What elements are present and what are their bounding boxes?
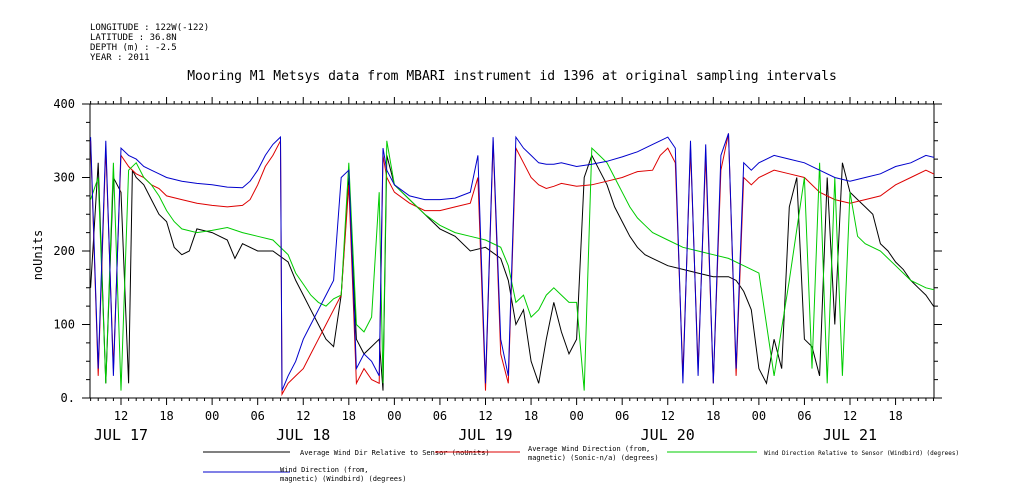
date-labels: JUL 17 JUL 18 JUL 19 JUL 20 JUL 21 [94, 426, 877, 444]
y-tick-label: 400 [53, 97, 75, 111]
y-tick-labels: 0. 100 200 300 400 [53, 97, 75, 405]
x-tick-label: 18 [342, 409, 356, 423]
legend-label-red-2: magnetic) (Sonic-n/a) (degrees) [528, 454, 659, 462]
series-line-2 [90, 140, 934, 391]
y-tick-label: 0. [61, 391, 75, 405]
series-line-3 [90, 133, 934, 391]
axis-ticks [82, 97, 942, 405]
date-label: JUL 19 [458, 426, 512, 444]
x-tick-label: 18 [159, 409, 173, 423]
x-tick-label: 18 [524, 409, 538, 423]
date-label: JUL 17 [94, 426, 148, 444]
x-tick-label: 06 [250, 409, 264, 423]
x-tick-label: 12 [843, 409, 857, 423]
x-tick-label: 00 [205, 409, 219, 423]
y-tick-label: 300 [53, 171, 75, 185]
x-tick-label: 12 [114, 409, 128, 423]
x-tick-label: 18 [706, 409, 720, 423]
x-tick-label: 06 [433, 409, 447, 423]
legend-label-blue-2: magnetic) (Windbird) (degrees) [280, 475, 406, 483]
x-tick-label: 06 [797, 409, 811, 423]
chart-title: Mooring M1 Metsys data from MBARI instru… [187, 69, 837, 84]
x-tick-label: 06 [615, 409, 629, 423]
legend-label-blue-1: Wind Direction (from, [280, 466, 369, 474]
latitude-label: LATITUDE : 36.8N [90, 33, 177, 43]
legend-label-red-1: Average Wind Direction (from, [528, 445, 650, 453]
x-tick-label: 00 [569, 409, 583, 423]
series-line-0 [90, 154, 934, 391]
x-tick-label: 12 [661, 409, 675, 423]
plot-area [90, 133, 934, 397]
legend-label-black: Average Wind Dir Relative to Sensor (noU… [300, 449, 490, 457]
y-tick-label: 200 [53, 244, 75, 258]
y-tick-label: 100 [53, 318, 75, 332]
date-label: JUL 18 [276, 426, 330, 444]
x-tick-label: 00 [387, 409, 401, 423]
x-tick-label: 00 [752, 409, 766, 423]
x-tick-label: 18 [888, 409, 902, 423]
x-tick-labels: 12 18 00 06 12 18 00 06 12 18 00 06 12 18 00 06 12 18 [114, 409, 903, 423]
x-tick-label: 12 [296, 409, 310, 423]
legend: Average Wind Dir Relative to Sensor (noU… [203, 445, 959, 483]
y-axis-label: noUnits [31, 230, 45, 281]
series-line-1 [90, 133, 934, 397]
date-label: JUL 20 [641, 426, 695, 444]
longitude-label: LONGITUDE : 122W(-122) [90, 23, 209, 33]
date-label: JUL 21 [823, 426, 877, 444]
legend-label-green: Wind Direction Relative to Sensor (Windb… [764, 450, 959, 457]
year-label: YEAR : 2011 [90, 53, 150, 63]
x-tick-label: 12 [478, 409, 492, 423]
depth-label: DEPTH (m) : -2.5 [90, 43, 177, 53]
